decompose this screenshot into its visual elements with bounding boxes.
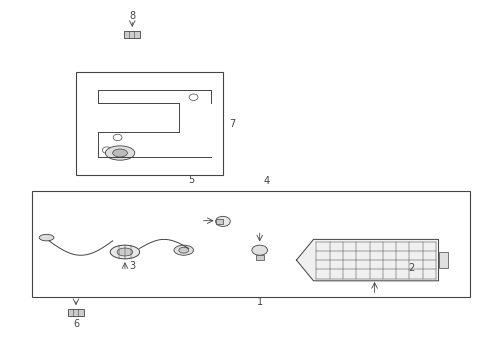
Text: 8: 8 <box>129 11 135 21</box>
Bar <box>76 72 223 175</box>
Ellipse shape <box>179 247 189 253</box>
Ellipse shape <box>174 245 194 255</box>
Text: 4: 4 <box>264 176 270 186</box>
Text: 2: 2 <box>409 263 415 273</box>
Ellipse shape <box>113 149 127 157</box>
Text: 7: 7 <box>230 119 236 129</box>
Bar <box>68 309 84 316</box>
Polygon shape <box>296 239 439 281</box>
Ellipse shape <box>252 245 268 255</box>
Ellipse shape <box>117 248 133 256</box>
Text: 3: 3 <box>129 261 135 271</box>
Bar <box>439 252 448 269</box>
Text: 6: 6 <box>73 319 79 329</box>
Ellipse shape <box>110 245 140 259</box>
Text: 1: 1 <box>257 297 263 307</box>
Text: 5: 5 <box>188 175 194 185</box>
Ellipse shape <box>39 234 54 241</box>
Bar <box>32 191 470 297</box>
Ellipse shape <box>216 216 230 226</box>
Bar <box>256 255 264 260</box>
Ellipse shape <box>105 146 135 160</box>
Bar <box>216 219 223 224</box>
Bar <box>124 31 140 38</box>
